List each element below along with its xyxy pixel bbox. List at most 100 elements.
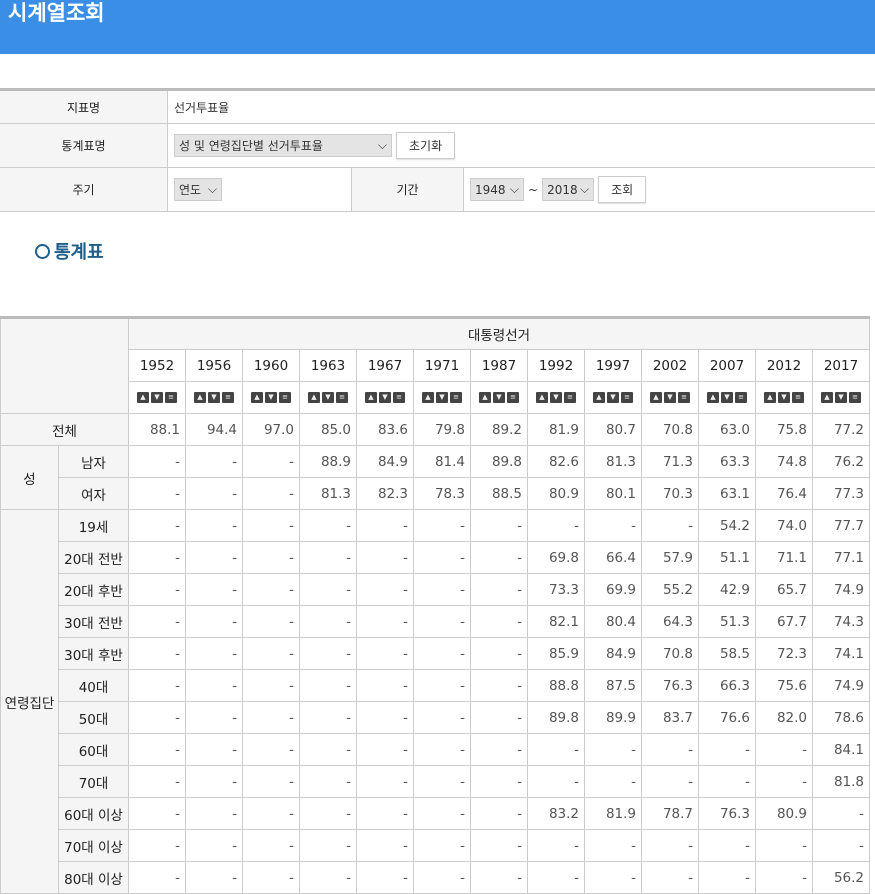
range-from-select[interactable]: 1948 ⌵ [470, 178, 524, 201]
sort-desc-icon[interactable]: ▼ [550, 392, 562, 403]
sort-desc-icon[interactable]: ▼ [436, 392, 448, 403]
sort-desc-icon[interactable]: ▼ [778, 392, 790, 403]
group-header: 대통령선거 [128, 317, 870, 350]
sort-desc-icon[interactable]: ▼ [379, 392, 391, 403]
sort-asc-icon[interactable]: ▲ [365, 392, 377, 403]
sort-desc-icon[interactable]: ▼ [208, 392, 220, 403]
value-cell: 81.9 [527, 413, 585, 446]
value-cell: - [242, 509, 300, 542]
sort-desc-icon[interactable]: ▼ [265, 392, 277, 403]
value-cell: - [242, 861, 300, 894]
menu-icon[interactable]: ≡ [678, 392, 690, 403]
reset-button[interactable]: 초기화 [396, 132, 456, 159]
menu-icon[interactable]: ≡ [735, 392, 747, 403]
menu-icon[interactable]: ≡ [450, 392, 462, 403]
value-cell: - [299, 573, 357, 606]
value-cell: - [413, 733, 471, 766]
year-header: 2012 [755, 349, 813, 382]
value-cell: - [698, 765, 756, 798]
menu-icon[interactable]: ≡ [849, 392, 861, 403]
sort-controls: ▲ ▼ ≡ [641, 381, 699, 414]
menu-icon[interactable]: ≡ [165, 392, 177, 403]
value-cell: - [185, 573, 243, 606]
value-cell: - [128, 541, 186, 574]
table-row: 40대 - - - - - - -88.8 87.5 76.3 66.3 75.6 74.9 [1, 669, 870, 702]
value-cell: - [470, 541, 528, 574]
value-cell: - [698, 733, 756, 766]
sort-desc-icon[interactable]: ▼ [607, 392, 619, 403]
value-cell: 51.3 [698, 605, 756, 638]
menu-icon[interactable]: ≡ [507, 392, 519, 403]
value-cell: 77.7 [812, 509, 870, 542]
sort-asc-icon[interactable]: ▲ [593, 392, 605, 403]
value-cell: - [527, 765, 585, 798]
menu-icon[interactable]: ≡ [792, 392, 804, 403]
value-cell: 76.3 [641, 669, 699, 702]
value-cell: 77.1 [812, 541, 870, 574]
value-cell: - [128, 573, 186, 606]
sort-asc-icon[interactable]: ▲ [764, 392, 776, 403]
sort-asc-icon[interactable]: ▲ [821, 392, 833, 403]
value-cell: - [641, 509, 699, 542]
value-cell: 89.2 [470, 413, 528, 446]
sort-asc-icon[interactable]: ▲ [194, 392, 206, 403]
value-cell: - [356, 669, 414, 702]
menu-icon[interactable]: ≡ [564, 392, 576, 403]
year-header: 1967 [356, 349, 414, 382]
period-select[interactable]: 연도 ⌵ [174, 178, 222, 201]
value-cell: - [356, 733, 414, 766]
value-cell: - [356, 605, 414, 638]
value-cell: - [356, 541, 414, 574]
sort-desc-icon[interactable]: ▼ [835, 392, 847, 403]
sort-desc-icon[interactable]: ▼ [493, 392, 505, 403]
range-to-select[interactable]: 2018 ⌵ [542, 178, 595, 201]
value-cell: - [128, 445, 186, 478]
menu-icon[interactable]: ≡ [621, 392, 633, 403]
sort-asc-icon[interactable]: ▲ [536, 392, 548, 403]
circle-icon [35, 243, 50, 259]
value-cell: 66.3 [698, 669, 756, 702]
menu-icon[interactable]: ≡ [393, 392, 405, 403]
value-cell: - [755, 829, 813, 862]
sort-desc-icon[interactable]: ▼ [322, 392, 334, 403]
menu-icon[interactable]: ≡ [279, 392, 291, 403]
value-cell: 72.3 [755, 637, 813, 670]
value-cell: - [527, 509, 585, 542]
range-label: 기간 [352, 168, 464, 211]
year-header: 1963 [299, 349, 357, 382]
value-cell: - [299, 541, 357, 574]
corner-cell [0, 317, 129, 414]
value-cell: 76.2 [812, 445, 870, 478]
value-cell: 74.0 [755, 509, 813, 542]
menu-icon[interactable]: ≡ [336, 392, 348, 403]
value-cell: 71.1 [755, 541, 813, 574]
sort-asc-icon[interactable]: ▲ [308, 392, 320, 403]
row-label: 60대 이상 [58, 797, 129, 830]
sort-asc-icon[interactable]: ▲ [707, 392, 719, 403]
row-label: 70대 이상 [58, 829, 129, 862]
row-label: 19세 [58, 509, 129, 542]
sort-asc-icon[interactable]: ▲ [251, 392, 263, 403]
value-cell: - [185, 797, 243, 830]
value-cell: - [299, 861, 357, 894]
value-cell: 56.2 [812, 861, 870, 894]
sort-asc-icon[interactable]: ▲ [137, 392, 149, 403]
indicator-value: 선거투표율 [174, 100, 230, 115]
sort-asc-icon[interactable]: ▲ [422, 392, 434, 403]
sort-desc-icon[interactable]: ▼ [664, 392, 676, 403]
value-cell: - [755, 765, 813, 798]
sort-asc-icon[interactable]: ▲ [479, 392, 491, 403]
sort-desc-icon[interactable]: ▼ [721, 392, 733, 403]
value-cell: - [812, 829, 870, 862]
table-row: 60대 이상 - - - - - - -83.2 81.9 78.7 76.3 80.9- [1, 797, 870, 830]
indicator-label: 지표명 [0, 91, 168, 123]
sort-desc-icon[interactable]: ▼ [151, 392, 163, 403]
table-name-select[interactable]: 성 및 연령집단별 선거투표율 ⌵ [174, 134, 392, 157]
value-cell: 80.9 [527, 477, 585, 510]
value-cell: - [242, 797, 300, 830]
search-button[interactable]: 조회 [598, 176, 647, 203]
value-cell: - [413, 701, 471, 734]
menu-icon[interactable]: ≡ [222, 392, 234, 403]
sort-asc-icon[interactable]: ▲ [650, 392, 662, 403]
value-cell: 80.4 [584, 605, 642, 638]
